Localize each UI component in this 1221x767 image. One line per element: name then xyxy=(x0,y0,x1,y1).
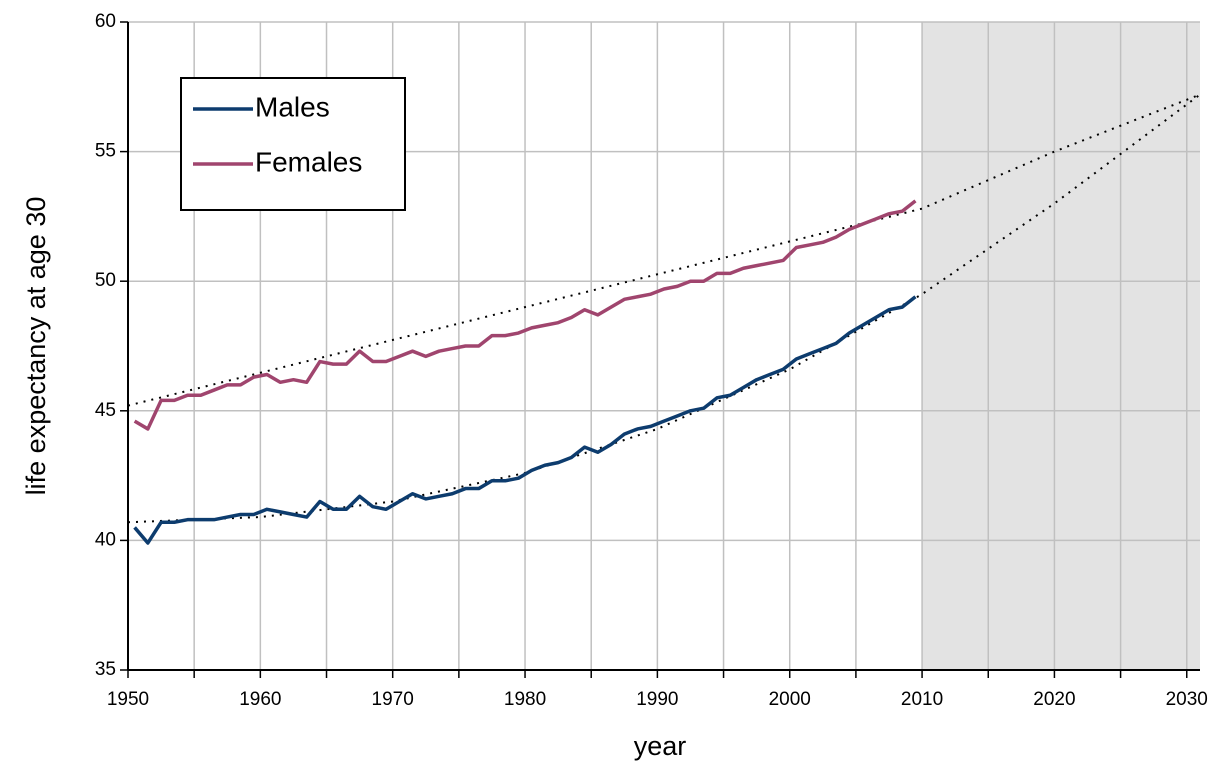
x-tick-label: 1980 xyxy=(504,689,546,710)
legend-label: Females xyxy=(255,146,362,177)
x-tick-label: 2030 xyxy=(1166,689,1208,710)
x-tick-label: 1970 xyxy=(372,689,414,710)
y-axis-label: life expectancy at age 30 xyxy=(21,197,51,496)
legend-label: Males xyxy=(255,91,330,122)
x-tick-label: 2010 xyxy=(901,689,943,710)
x-axis-label: year xyxy=(634,731,687,761)
y-tick-label: 35 xyxy=(95,659,116,680)
x-tick-label: 1960 xyxy=(239,689,281,710)
x-tick-label: 1950 xyxy=(107,689,149,710)
series-line xyxy=(133,199,917,431)
forecast-shade xyxy=(922,22,1200,670)
x-tick-label: 2020 xyxy=(1033,689,1075,710)
y-tick-label: 40 xyxy=(95,529,116,550)
legend-box xyxy=(180,77,406,211)
x-tick-label: 1990 xyxy=(636,689,678,710)
trend-line xyxy=(127,93,1201,524)
x-tick-label: 2000 xyxy=(769,689,811,710)
trend-line xyxy=(127,93,1201,407)
series-line xyxy=(133,295,917,545)
y-tick-label: 55 xyxy=(95,141,116,162)
y-tick-label: 60 xyxy=(95,11,116,32)
y-tick-label: 50 xyxy=(95,270,116,291)
y-tick-label: 45 xyxy=(95,400,116,421)
